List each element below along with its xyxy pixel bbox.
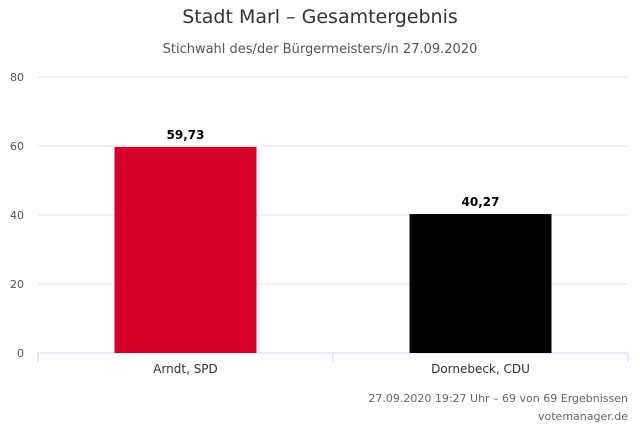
y-tick-label: 40 [10, 209, 24, 222]
y-tick-label: 20 [10, 278, 24, 291]
y-tick-label: 0 [17, 347, 24, 360]
y-tick-label: 60 [10, 140, 24, 153]
y-tick-label: 80 [10, 71, 24, 84]
bar [409, 214, 552, 353]
chart-title: Stadt Marl – Gesamtergebnis [182, 6, 458, 28]
source-credit[interactable]: votemanager.de [538, 410, 628, 423]
data-label: 59,73 [167, 128, 205, 142]
data-label: 40,27 [462, 195, 500, 209]
bar [114, 146, 257, 353]
x-tick-label: Dornebeck, CDU [431, 362, 530, 376]
x-tick-label: Arndt, SPD [153, 362, 218, 376]
chart-subtitle: Stichwahl des/der Bürgermeisters/in 27.0… [162, 42, 478, 57]
results-timestamp: 27.09.2020 19:27 Uhr – 69 von 69 Ergebni… [368, 392, 628, 405]
